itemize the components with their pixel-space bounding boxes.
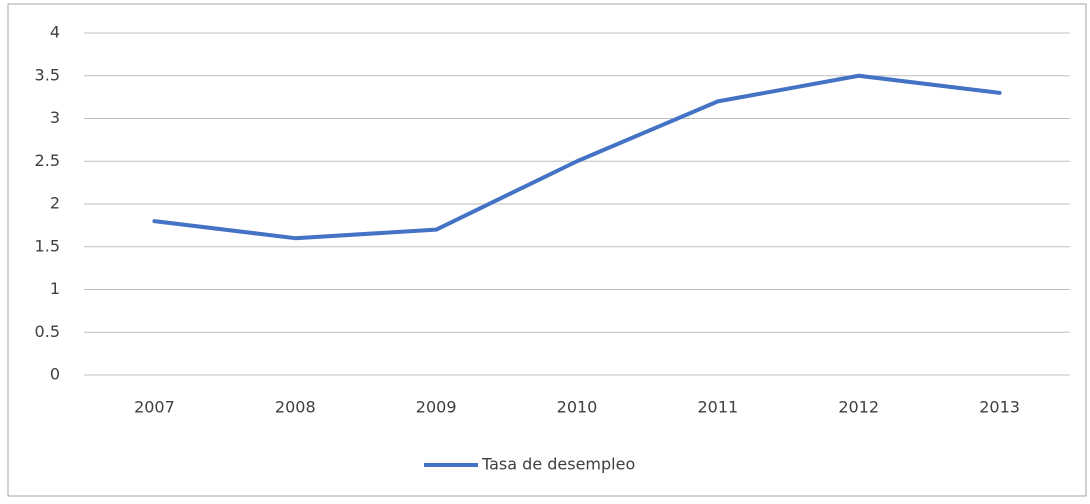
y-tick-label: 2 <box>50 194 60 213</box>
x-tick-label: 2008 <box>275 398 316 417</box>
y-tick-label: 1.5 <box>35 236 60 255</box>
y-tick-label: 3.5 <box>35 65 60 84</box>
legend-label: Tasa de desempleo <box>481 455 635 474</box>
y-tick-label: 0 <box>50 365 60 384</box>
y-tick-label: 1 <box>50 279 60 298</box>
x-tick-label: 2012 <box>838 398 879 417</box>
y-tick-label: 4 <box>50 23 60 42</box>
y-tick-label: 0.5 <box>35 322 60 341</box>
x-tick-label: 2013 <box>979 398 1020 417</box>
y-tick-label: 2.5 <box>35 151 60 170</box>
chart-border <box>7 3 1087 497</box>
data-line <box>152 73 1002 241</box>
x-tick-label: 2007 <box>134 398 175 417</box>
x-tick-label: 2010 <box>557 398 598 417</box>
x-tick-label: 2011 <box>697 398 738 417</box>
x-tick-label: 2009 <box>416 398 457 417</box>
y-tick-label: 3 <box>50 108 60 127</box>
